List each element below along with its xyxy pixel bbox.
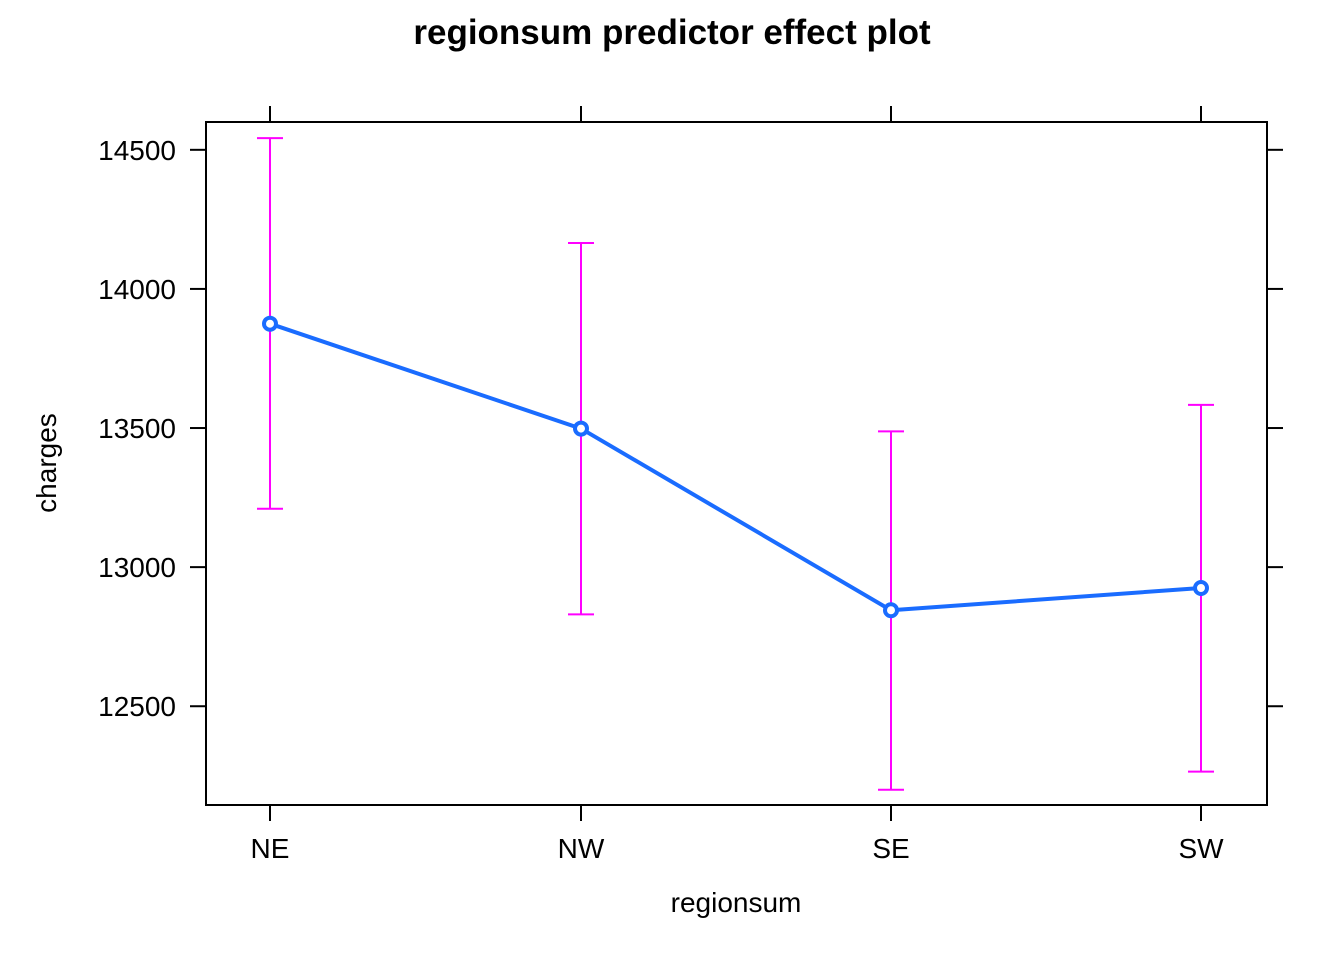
y-axis-label: charges (31, 413, 62, 513)
x-tick-label: SE (872, 833, 909, 864)
x-axis-label: regionsum (671, 887, 802, 918)
data-point (573, 420, 589, 437)
data-point (262, 315, 278, 332)
y-tick-label: 14500 (98, 135, 176, 166)
y-tick-label: 13500 (98, 413, 176, 444)
plot-frame (205, 121, 1268, 806)
error-bars (257, 137, 1214, 791)
data-point (883, 602, 899, 619)
series-line (269, 321, 1202, 613)
y-tick-label: 12500 (98, 691, 176, 722)
data-point (1193, 579, 1209, 596)
chart-title: regionsum predictor effect plot (413, 13, 931, 52)
axis-ticks: NE NW SE SW 12500 13000 13500 14000 14500 (98, 106, 1283, 864)
y-tick-label: 14000 (98, 274, 176, 305)
x-tick-label: SW (1178, 833, 1224, 864)
effect-series (262, 315, 1209, 619)
x-tick-label: NE (251, 833, 290, 864)
x-tick-label: NW (558, 833, 605, 864)
y-tick-label: 13000 (98, 552, 176, 583)
